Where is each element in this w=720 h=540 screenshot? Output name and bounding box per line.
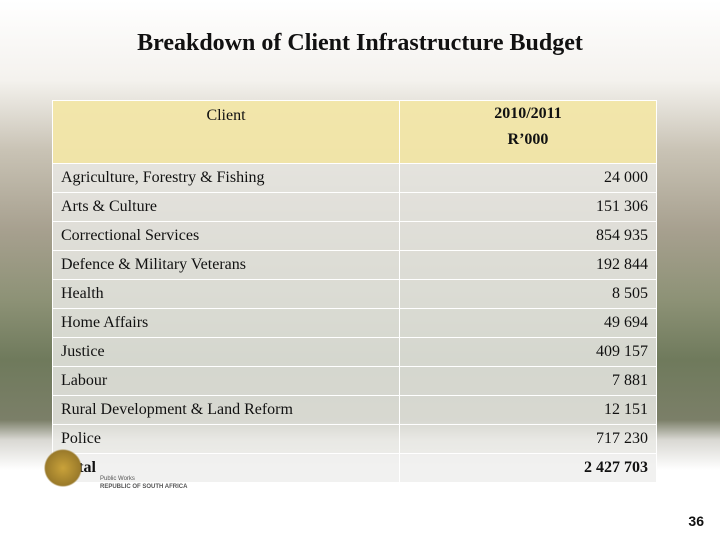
table-row: Agriculture, Forestry & Fishing 24 000 bbox=[52, 163, 657, 193]
table-row: Justice 409 157 bbox=[52, 337, 657, 367]
table-body: Agriculture, Forestry & Fishing 24 000 Art… bbox=[52, 163, 657, 483]
slide-title: Breakdown of Client Infrastructure Budge… bbox=[137, 30, 583, 56]
table-row: Labour 7 881 bbox=[52, 366, 657, 396]
amount-cell: 151 306 bbox=[399, 192, 657, 222]
client-cell: Police bbox=[52, 424, 400, 454]
client-cell: Home Affairs bbox=[52, 308, 400, 338]
amount-cell: 192 844 bbox=[399, 250, 657, 280]
table-row: Defence & Military Veterans 192 844 bbox=[52, 250, 657, 280]
budget-table: Client 2010/2011 R’000 Agriculture, Fore… bbox=[52, 100, 657, 483]
amount-cell: 24 000 bbox=[399, 163, 657, 193]
client-cell: Labour bbox=[52, 366, 400, 396]
column-header: 2010/2011 R’000 bbox=[399, 100, 657, 164]
logo-text: Public Works bbox=[100, 476, 135, 482]
amount-cell: 49 694 bbox=[399, 308, 657, 338]
client-cell: Defence & Military Veterans bbox=[52, 250, 400, 280]
logo-text: REPUBLIC OF SOUTH AFRICA bbox=[100, 484, 188, 490]
amount-cell: 7 881 bbox=[399, 366, 657, 396]
amount-cell: 2 427 703 bbox=[399, 453, 657, 483]
client-cell: Rural Development & Land Reform bbox=[52, 395, 400, 425]
amount-cell: 8 505 bbox=[399, 279, 657, 309]
table-row: Correctional Services 854 935 bbox=[52, 221, 657, 251]
logo: Public Works REPUBLIC OF SOUTH AFRICA bbox=[40, 446, 200, 492]
table-row: Rural Development & Land Reform 12 151 bbox=[52, 395, 657, 425]
table-row: Health 8 505 bbox=[52, 279, 657, 309]
column-header: Client bbox=[52, 100, 400, 164]
page-number: 36 bbox=[688, 513, 704, 529]
client-cell: Health bbox=[52, 279, 400, 309]
table-row: Arts & Culture 151 306 bbox=[52, 192, 657, 222]
amount-cell: 409 157 bbox=[399, 337, 657, 367]
table-row: Home Affairs 49 694 bbox=[52, 308, 657, 338]
table-head: Client 2010/2011 R’000 bbox=[52, 100, 657, 164]
amount-cell: 12 151 bbox=[399, 395, 657, 425]
total-row: Total2 427 703 bbox=[52, 453, 657, 483]
column-header-unit: R’000 bbox=[507, 131, 549, 148]
column-header-label: 2010/2011 bbox=[494, 105, 562, 122]
header-row: Client 2010/2011 R’000 bbox=[52, 100, 657, 164]
client-cell: Agriculture, Forestry & Fishing bbox=[52, 163, 400, 193]
client-cell: Justice bbox=[52, 337, 400, 367]
logo-crest bbox=[40, 446, 86, 490]
client-cell: Arts & Culture bbox=[52, 192, 400, 222]
amount-cell: 717 230 bbox=[399, 424, 657, 454]
client-cell: Correctional Services bbox=[52, 221, 400, 251]
table-row: Police 717 230 bbox=[52, 424, 657, 454]
amount-cell: 854 935 bbox=[399, 221, 657, 251]
